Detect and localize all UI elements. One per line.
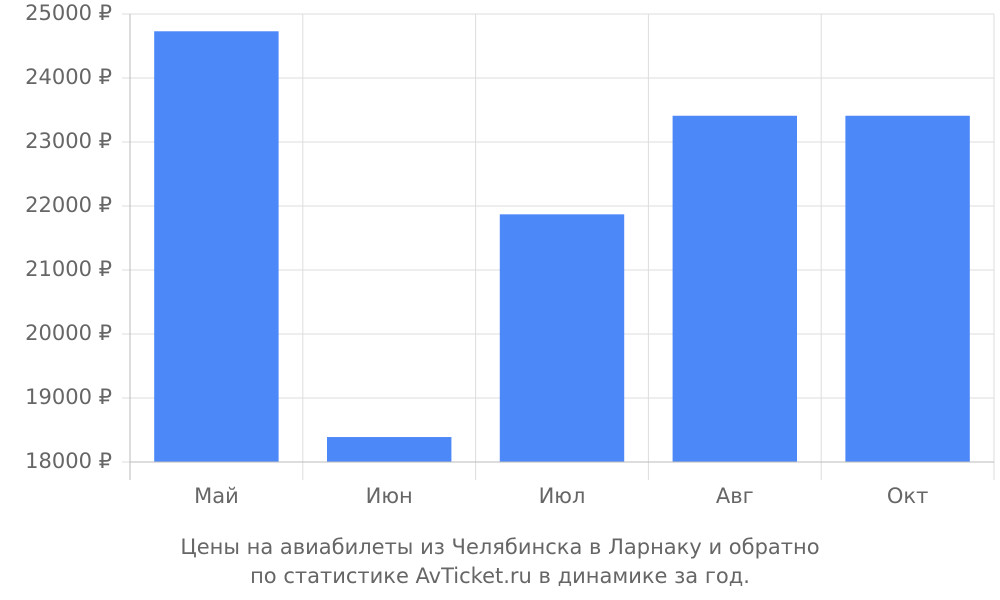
x-tick-label: Май bbox=[194, 484, 239, 508]
y-tick-label: 19000 ₽ bbox=[25, 385, 112, 409]
bar bbox=[326, 437, 452, 462]
y-tick-label: 25000 ₽ bbox=[25, 1, 112, 25]
x-tick-label: Июл bbox=[539, 484, 586, 508]
x-tick-label: Авг bbox=[716, 484, 754, 508]
y-tick-label: 24000 ₽ bbox=[25, 65, 112, 89]
caption-line: Цены на авиабилеты из Челябинска в Ларна… bbox=[180, 535, 819, 559]
y-tick-label: 18000 ₽ bbox=[25, 449, 112, 473]
bar bbox=[845, 115, 970, 462]
bar bbox=[672, 115, 798, 462]
bar bbox=[499, 214, 625, 462]
x-tick-label: Окт bbox=[887, 484, 928, 508]
caption-line: по статистике AvTicket.ru в динамике за … bbox=[250, 564, 750, 588]
x-tick-label: Июн bbox=[366, 484, 413, 508]
y-tick-label: 20000 ₽ bbox=[25, 321, 112, 345]
y-tick-label: 23000 ₽ bbox=[25, 129, 112, 153]
bar bbox=[154, 31, 279, 463]
y-tick-label: 21000 ₽ bbox=[25, 257, 112, 281]
y-tick-label: 22000 ₽ bbox=[25, 193, 112, 217]
